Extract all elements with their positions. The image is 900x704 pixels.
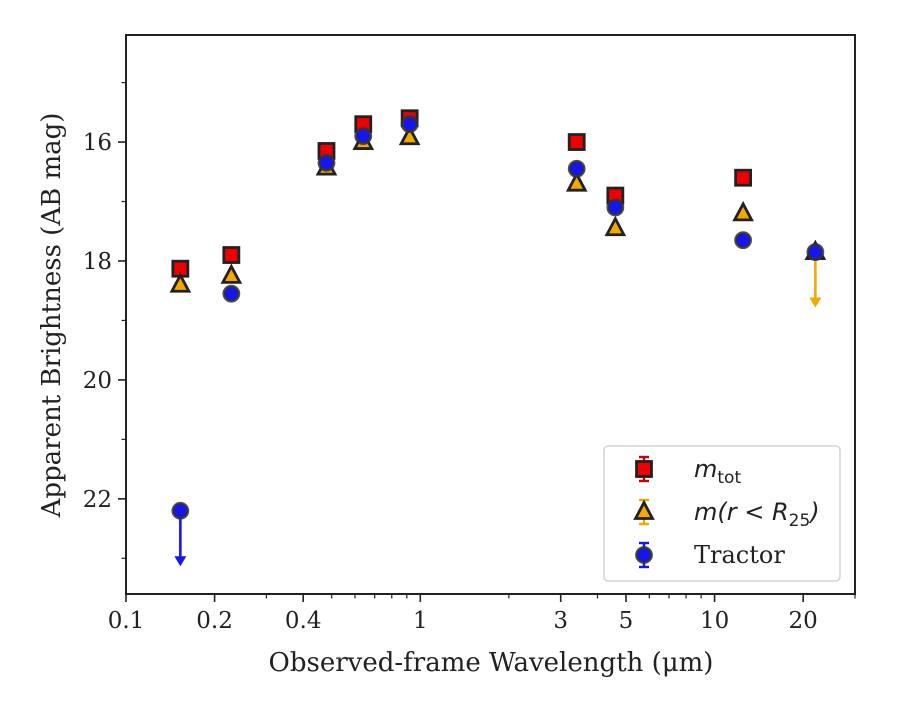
x-tick-label: 1 [413, 608, 428, 634]
data-point [606, 198, 625, 217]
x-tick-label: 0.2 [196, 608, 233, 634]
data-point [604, 215, 627, 237]
legend-label: m(r < R25) [694, 498, 820, 531]
legend-label: Tractor [694, 541, 785, 569]
data-point [317, 153, 336, 172]
data-point [354, 127, 373, 145]
data-point [734, 168, 753, 187]
data-point [806, 243, 825, 261]
data-point [400, 115, 419, 134]
legend-label-subscript: tot [717, 468, 741, 488]
upper-limit-point [171, 501, 190, 520]
y-axis-label: Apparent Brightness (AB mag) [37, 113, 67, 519]
data-point [222, 284, 241, 303]
legend-label: mtot [694, 455, 741, 488]
plot-area [169, 109, 827, 567]
legend-entry: Tractor [635, 541, 785, 569]
series-circle [171, 115, 825, 567]
x-axis-label: Observed-frame Wavelength (μm) [269, 648, 714, 678]
data-point [169, 272, 192, 293]
data-point [567, 133, 586, 151]
x-tick-label: 20 [789, 608, 818, 634]
data-point [734, 231, 753, 250]
y-tick-label: 22 [83, 487, 112, 513]
legend-label-main: m(r < R [694, 498, 789, 526]
legend-marker [635, 546, 653, 564]
legend-entry: m(r < R25) [633, 498, 820, 531]
y-tick-label: 18 [83, 249, 112, 275]
data-point [565, 171, 588, 192]
x-tick-label: 3 [553, 608, 568, 634]
data-point [220, 263, 243, 284]
y-tick-label: 20 [83, 368, 112, 394]
upper-limit-arrowhead [809, 297, 822, 308]
legend-label-main: Tractor [694, 541, 785, 569]
legend-marker [635, 460, 653, 478]
data-point [567, 159, 586, 178]
y-tick-label: 16 [83, 130, 112, 156]
legend: mtot m(r < R25) Tractor [603, 445, 841, 582]
upper-limit-arrowhead [174, 556, 187, 567]
legend-marker [633, 499, 655, 520]
x-tick-label: 5 [619, 608, 634, 634]
x-tick-label: 0.4 [285, 608, 322, 634]
axes: 0.1 0.2 0.4 1 3 5 10 20 16 18 20 22 [83, 34, 856, 634]
series-square [171, 109, 753, 278]
x-tick-label: 10 [700, 608, 729, 634]
legend-label-main: m [694, 455, 717, 483]
legend-entry: mtot [635, 455, 741, 488]
legend-label-rest: ) [808, 498, 819, 526]
data-point [398, 124, 421, 146]
data-point [222, 246, 241, 264]
plot-frame [125, 34, 856, 595]
legend-box [603, 445, 841, 582]
series-triangle [169, 124, 827, 308]
legend-label-subscript: 25 [789, 511, 811, 531]
x-tick-label: 0.1 [108, 608, 145, 634]
data-point [732, 200, 754, 222]
